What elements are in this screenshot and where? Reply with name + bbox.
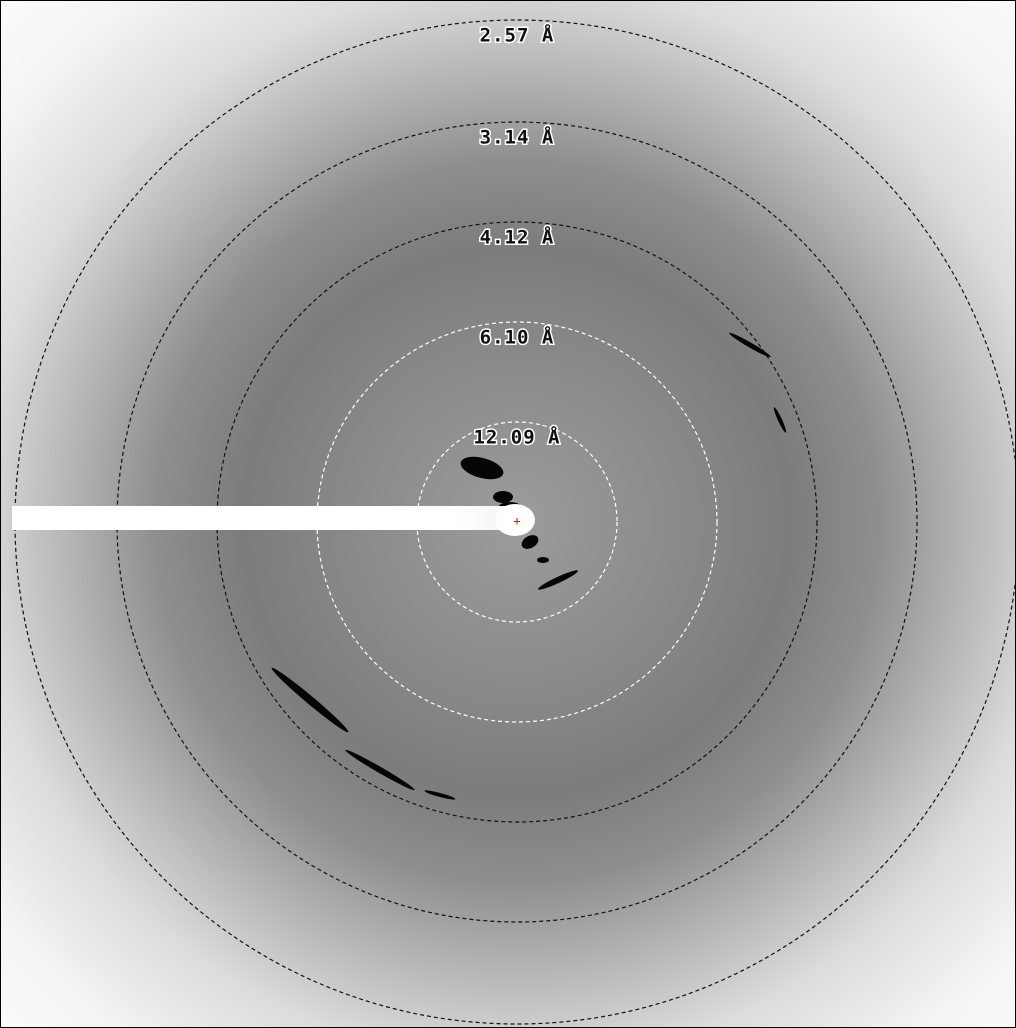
ring-label: 6.10 Å (480, 325, 555, 349)
beam-stop-shadow (12, 506, 507, 530)
diffraction-image: 12.09 Å 6.10 Å 4.12 Å 3.14 Å 2.57 Å + (0, 0, 1016, 1028)
ring-label: 2.57 Å (480, 23, 555, 47)
center-marker: + (513, 514, 520, 528)
spot (537, 557, 549, 563)
ring-label: 3.14 Å (480, 125, 555, 149)
page: 12.09 Å6.10 Å4.12 Å3.14 Å2.57 Å + (() =>… (0, 0, 1016, 1028)
ring-label: 4.12 Å (480, 225, 555, 249)
spot (493, 491, 513, 503)
ring-label: 12.09 Å (473, 425, 560, 449)
